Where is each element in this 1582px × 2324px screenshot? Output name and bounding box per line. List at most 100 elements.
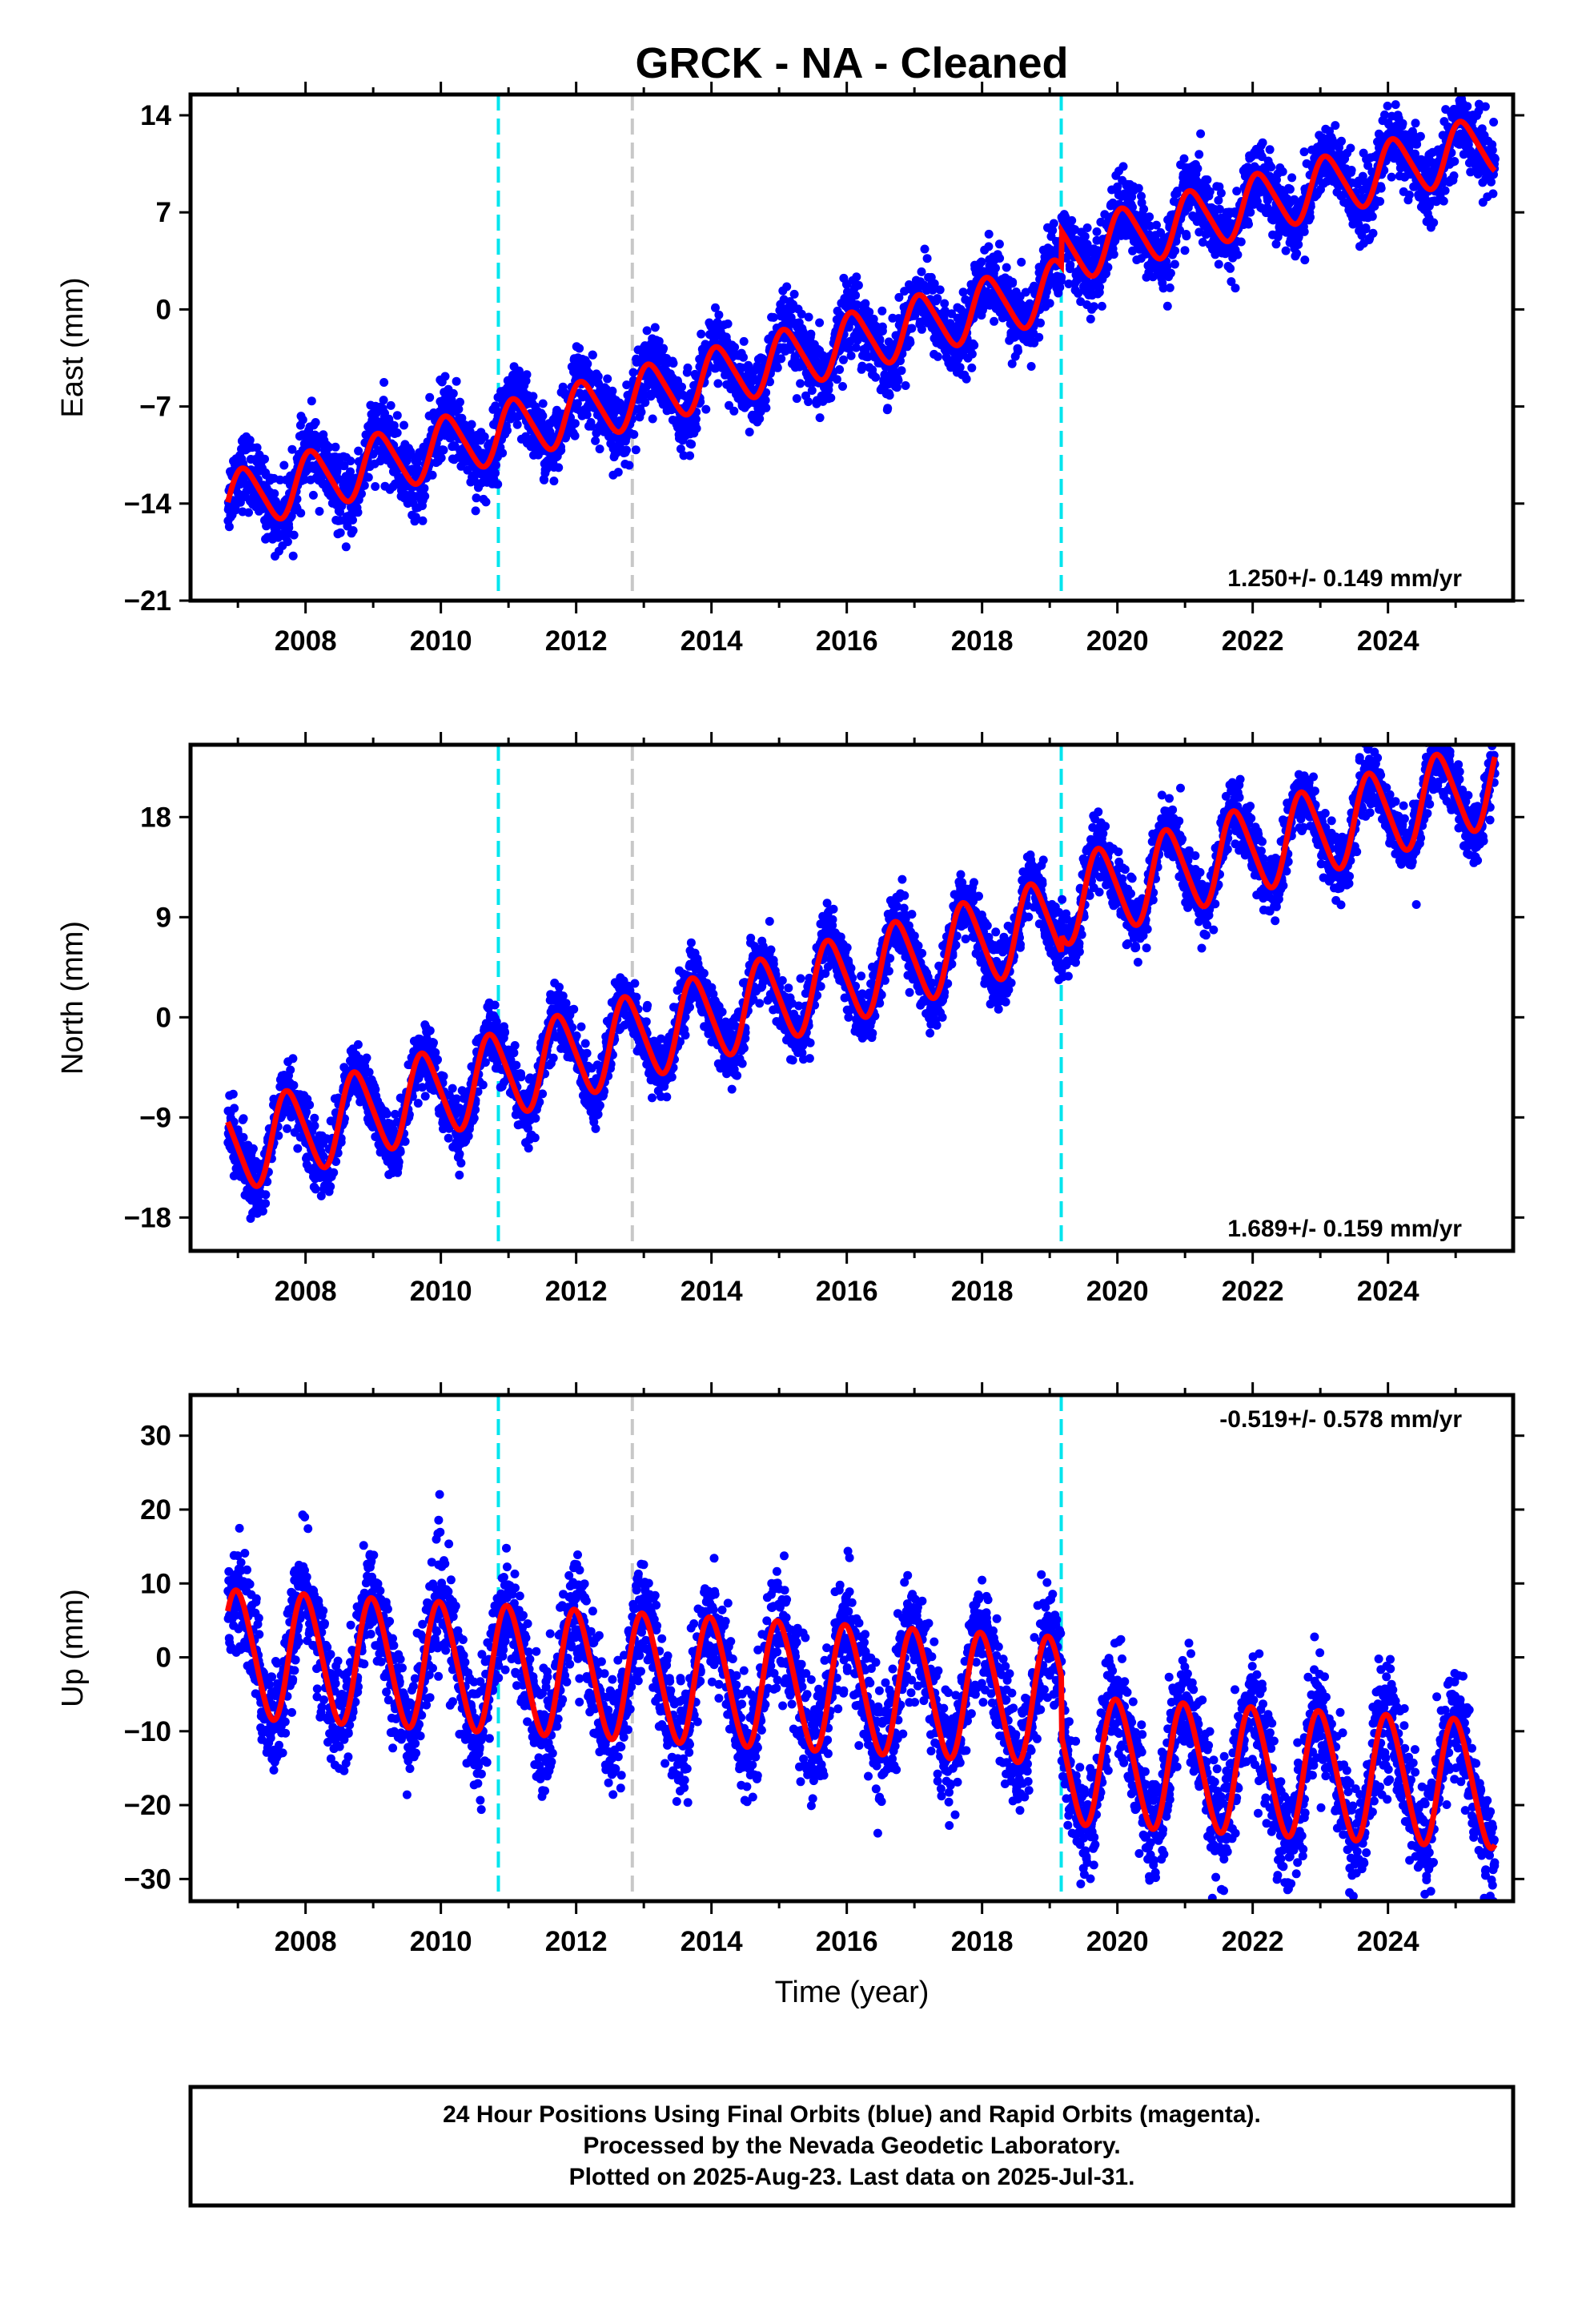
data-point: [310, 1113, 319, 1123]
data-point: [1092, 227, 1102, 236]
data-point: [1488, 189, 1498, 199]
data-point: [1463, 102, 1472, 111]
data-point: [692, 424, 701, 433]
data-point: [1193, 164, 1203, 173]
data-point: [994, 239, 1004, 249]
data-point: [275, 475, 285, 485]
data-point: [676, 444, 685, 454]
data-point: [1391, 100, 1400, 110]
data-point: [1367, 211, 1377, 221]
data-point: [1097, 301, 1106, 311]
data-point: [583, 359, 592, 368]
data-point: [1299, 147, 1309, 157]
data-point: [832, 375, 841, 384]
data-point: [270, 489, 279, 498]
data-point: [521, 432, 531, 441]
data-point: [669, 359, 678, 368]
data-point: [826, 393, 836, 403]
data-point: [472, 493, 481, 503]
data-point: [1375, 197, 1385, 206]
data-point: [570, 419, 580, 428]
data-point: [1439, 196, 1448, 206]
data-point: [967, 363, 977, 372]
data-point: [622, 445, 631, 455]
data-point: [713, 318, 722, 327]
x-tick-label: 2014: [681, 625, 743, 657]
data-point: [1278, 167, 1287, 176]
data-point: [310, 1121, 319, 1131]
data-point: [540, 475, 549, 485]
data-point: [761, 403, 771, 412]
data-point: [481, 497, 491, 507]
data-point: [386, 400, 396, 410]
data-point: [835, 365, 845, 374]
data-points: [223, 94, 1500, 561]
data-point: [679, 451, 689, 460]
data-point: [711, 364, 721, 373]
data-point: [1109, 250, 1118, 259]
data-point: [1429, 218, 1439, 227]
data-point: [1002, 263, 1011, 272]
data-point: [745, 428, 754, 436]
data-point: [691, 414, 701, 424]
data-point: [1182, 231, 1191, 241]
data-point: [1404, 190, 1414, 199]
data-point: [851, 291, 861, 300]
data-point: [420, 484, 429, 493]
data-point: [425, 392, 435, 402]
y-tick-label: 14: [140, 100, 171, 131]
data-point: [334, 474, 343, 484]
data-point: [613, 468, 623, 477]
data-point: [893, 376, 903, 385]
data-point: [331, 442, 340, 452]
data-point: [1449, 171, 1459, 180]
data-point: [512, 420, 522, 429]
data-point: [1170, 259, 1179, 269]
data-point: [838, 382, 847, 391]
x-tick-label: 2008: [275, 625, 337, 657]
data-point: [230, 1104, 239, 1113]
data-point: [761, 396, 770, 405]
data-point: [1118, 162, 1128, 171]
data-point: [296, 509, 306, 518]
data-point: [471, 506, 480, 516]
data-point: [1258, 138, 1267, 147]
data-point: [439, 445, 448, 455]
data-point: [595, 444, 604, 454]
data-point: [650, 323, 660, 332]
data-point: [1383, 101, 1392, 111]
data-point: [642, 326, 652, 336]
data-point: [406, 447, 416, 456]
data-point: [804, 397, 813, 407]
data-point: [640, 398, 650, 408]
data-point: [289, 530, 299, 540]
data-point: [231, 505, 240, 515]
data-point: [1170, 246, 1180, 255]
data-point: [922, 254, 932, 263]
data-point: [815, 413, 825, 423]
data-point: [839, 355, 848, 364]
data-point: [991, 263, 1000, 273]
data-point: [677, 382, 686, 392]
data-point: [348, 526, 358, 535]
data-point: [311, 418, 320, 427]
data-point: [335, 528, 345, 537]
data-point: [885, 391, 894, 400]
data-point: [711, 303, 720, 312]
data-point: [603, 374, 612, 384]
data-point: [289, 1080, 299, 1090]
data-point: [587, 421, 596, 431]
data-point: [293, 1144, 303, 1153]
data-point: [685, 451, 695, 460]
data-point: [1226, 263, 1235, 273]
data-point: [995, 254, 1005, 263]
data-point: [591, 436, 600, 445]
data-point: [777, 354, 786, 364]
x-tick-label: 2010: [410, 625, 472, 657]
data-point: [622, 380, 632, 390]
data-point: [420, 492, 430, 501]
data-point: [654, 336, 664, 346]
data-point: [1331, 121, 1340, 131]
